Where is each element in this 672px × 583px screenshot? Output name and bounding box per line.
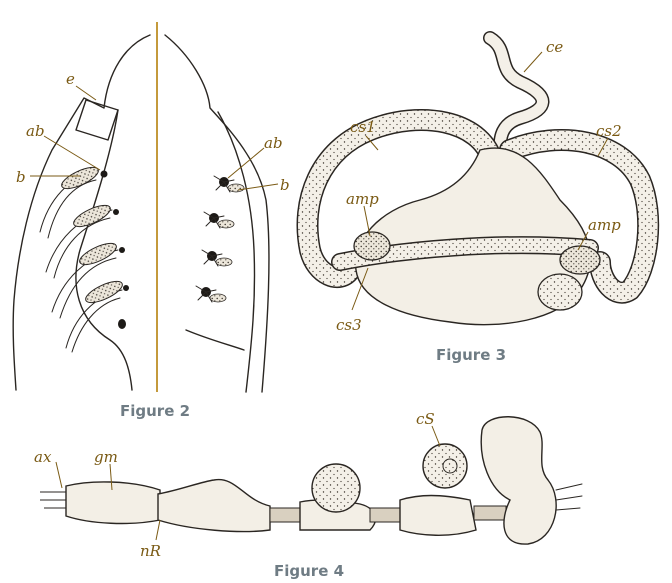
fig4-connective-3 [473,505,507,521]
fig2-label-ab-left: ab [26,122,45,140]
fig2-label-b-left: b [16,168,26,186]
fig4-label-ax: ax [34,448,52,466]
fig3-ce-duct [484,32,548,156]
fig4-connective-2 [369,507,401,523]
figure-3-caption: Figure 3 [436,346,506,364]
fig4-segment-1 [65,481,161,525]
fig3-label-amp-left: amp [346,190,379,208]
fig2-epidermis-block [75,99,119,141]
fig2-right-lower-outline [185,329,245,351]
fig3-label-cs2: cs2 [596,122,622,140]
fig4-connective-1 [269,507,301,523]
fig3-label-cs1: cs1 [350,118,376,136]
fig4-segment-5 [480,416,557,545]
fig3-label-cs3: cs3 [336,316,362,334]
fig2-label-b-right: b [280,176,290,194]
fig3-central-body [354,147,592,326]
fig4-tail-nerves [555,483,583,511]
fig3-ampulla-left [353,231,391,261]
figure-3: ce cs1 cs2 amp amp cs3 Figure 3 [296,31,660,364]
figure-4: ax gm cS nR Figure 4 [34,410,583,580]
fig3-cs1 [298,110,502,287]
figure-4-caption: Figure 4 [274,562,344,580]
fig2-left-inner-outline [75,109,133,391]
fig4-segment-4 [399,494,477,536]
fig3-label-amp-right: amp [588,216,621,234]
fig2-left-bristle-sacs [61,166,129,329]
fig3-lower-sac [537,273,583,311]
fig2-label-ab-right: ab [264,134,283,152]
fig4-bulb-2-nucleus [442,458,458,474]
fig2-right-inner-outline [217,111,256,393]
figure-2: e ab b ab b Figure 2 [12,22,290,420]
fig4-label-nR: nR [140,542,161,560]
fig2-left-outline [12,34,151,391]
fig2-label-e: e [66,70,75,88]
fig2-right-outline [164,34,270,393]
fig3-ampulla-right [559,245,601,275]
fig4-label-cS: cS [416,410,435,428]
fig4-bulb-2-cS [422,443,468,489]
fig4-bulb-1 [311,463,361,513]
fig3-cs2 [500,130,658,302]
fig4-segment-2 [157,478,271,533]
fig2-right-bristles [195,175,245,303]
fig4-label-gm: gm [94,448,118,466]
fig3-label-ce: ce [546,38,563,56]
figure-2-caption: Figure 2 [120,402,190,420]
